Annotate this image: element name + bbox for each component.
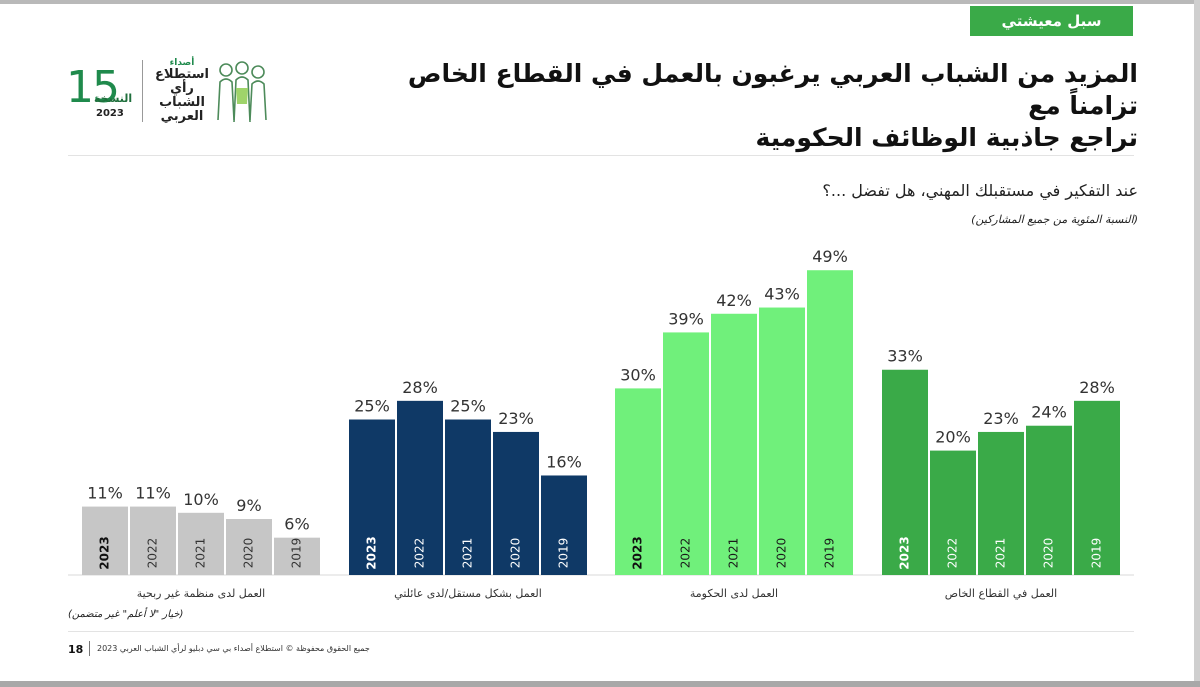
year-label: 2022 bbox=[413, 538, 427, 569]
section-tag: سبل معيشتي bbox=[970, 6, 1133, 36]
frame-right-border bbox=[1194, 0, 1200, 687]
year-label: 2020 bbox=[775, 538, 789, 569]
data-label: 16% bbox=[546, 452, 582, 471]
page-title: المزيد من الشباب العربي يرغبون بالعمل في… bbox=[378, 58, 1138, 154]
data-label: 39% bbox=[668, 309, 704, 328]
footnote: (خيار "لا أعلم" غير متضمن) bbox=[68, 609, 184, 620]
bar bbox=[541, 475, 587, 575]
data-label: 42% bbox=[716, 291, 752, 310]
bar-group: 33% 2023 20% 2022 23% 2021 24% 2020 28% 2019 العمل… bbox=[882, 347, 1120, 600]
data-label: 20% bbox=[935, 428, 971, 447]
group-label: العمل بشكل مستقل/لدى عائلتي bbox=[394, 587, 542, 600]
bar bbox=[711, 313, 757, 575]
year-label: 2021 bbox=[461, 538, 475, 569]
footer-divider bbox=[68, 631, 1134, 632]
year-label: 2019 bbox=[290, 538, 304, 569]
logo-separator bbox=[142, 60, 143, 122]
data-label: 10% bbox=[183, 490, 219, 509]
year-label: 2023 bbox=[631, 536, 645, 569]
bar bbox=[397, 400, 443, 575]
bar bbox=[1074, 400, 1120, 575]
group-label: العمل لدى منظمة غير ربحية bbox=[137, 587, 265, 600]
bar bbox=[493, 431, 539, 575]
base-note: (النسبة المئوية من جميع المشاركين) bbox=[971, 213, 1138, 226]
year-label: 2019 bbox=[823, 538, 837, 569]
data-label: 25% bbox=[450, 397, 486, 416]
chart-question: عند التفكير في مستقبلك المهني، هل تفضل .… bbox=[822, 181, 1138, 200]
year-label: 2021 bbox=[194, 538, 208, 569]
bar bbox=[82, 506, 128, 575]
year-label: 2019 bbox=[557, 538, 571, 569]
bar bbox=[663, 332, 709, 575]
survey-logo: 15 النسخة 2023 أصداء استطلاع رأي الشباب … bbox=[62, 56, 272, 128]
data-label: 33% bbox=[887, 347, 923, 366]
data-label: 30% bbox=[620, 365, 656, 384]
data-label: 9% bbox=[236, 496, 261, 515]
bar-group: 11% 2023 11% 2022 10% 2021 9% 2020 6% 2019 العمل ل… bbox=[82, 484, 320, 600]
year-label: 2020 bbox=[242, 538, 256, 569]
logo-number: 15 bbox=[66, 62, 120, 113]
logo-survey-line-3: رأي الشباب bbox=[159, 81, 205, 110]
data-label: 25% bbox=[354, 397, 390, 416]
bar bbox=[274, 537, 320, 575]
bar bbox=[130, 506, 176, 575]
logo-edition: النسخة bbox=[94, 92, 133, 105]
group-label: العمل في القطاع الخاص bbox=[945, 587, 1057, 600]
frame-bottom-border bbox=[0, 681, 1200, 687]
year-label: 2023 bbox=[365, 536, 379, 569]
frame-top-border bbox=[0, 0, 1200, 4]
title-line-1: المزيد من الشباب العربي يرغبون بالعمل في… bbox=[407, 59, 1138, 120]
data-label: 23% bbox=[983, 409, 1019, 428]
data-label: 28% bbox=[1079, 378, 1115, 397]
data-label: 6% bbox=[284, 515, 309, 534]
data-label: 49% bbox=[812, 247, 848, 266]
year-label: 2022 bbox=[146, 538, 160, 569]
group-label: العمل لدى الحكومة bbox=[690, 587, 778, 600]
year-label: 2020 bbox=[1042, 538, 1056, 569]
data-label: 43% bbox=[764, 285, 800, 304]
data-label: 11% bbox=[87, 484, 123, 503]
bar bbox=[226, 519, 272, 575]
logo-survey-line-4: العربي bbox=[160, 109, 204, 124]
logo-survey-name: أصداء استطلاع رأي الشباب العربي bbox=[150, 58, 214, 124]
bar bbox=[349, 419, 395, 575]
bar bbox=[445, 419, 491, 575]
year-label: 2020 bbox=[509, 538, 523, 569]
logo-survey-line-2: استطلاع bbox=[155, 67, 209, 82]
logo-figures-icon bbox=[217, 61, 267, 123]
year-label: 2022 bbox=[946, 538, 960, 569]
year-label: 2023 bbox=[898, 536, 912, 569]
year-label: 2021 bbox=[994, 538, 1008, 569]
year-label: 2021 bbox=[727, 538, 741, 569]
bar bbox=[807, 270, 853, 575]
year-label: 2023 bbox=[98, 536, 112, 569]
data-label: 11% bbox=[135, 484, 171, 503]
title-line-2: تراجع جاذبية الوظائف الحكومية bbox=[755, 123, 1138, 152]
logo-brand: أصداء bbox=[169, 58, 195, 68]
bar-group: 30% 2023 39% 2022 42% 2021 43% 2020 49% 2019 العمل… bbox=[615, 247, 853, 600]
data-label: 23% bbox=[498, 409, 534, 428]
bar bbox=[615, 388, 661, 575]
bar bbox=[930, 450, 976, 575]
data-label: 28% bbox=[402, 378, 438, 397]
logo-year: 2023 bbox=[96, 108, 124, 119]
data-label: 24% bbox=[1031, 403, 1067, 422]
bar-group: 25% 2023 28% 2022 25% 2021 23% 2020 16% 2019 العمل… bbox=[349, 378, 587, 600]
header-divider bbox=[68, 155, 1134, 156]
copyright-text: جميع الحقوق محفوظة © استطلاع أصداء بي سي… bbox=[97, 644, 370, 653]
page-number-separator bbox=[89, 641, 90, 656]
page-number: 18 bbox=[68, 643, 84, 656]
bar bbox=[759, 307, 805, 575]
year-label: 2019 bbox=[1090, 538, 1104, 569]
year-label: 2022 bbox=[679, 538, 693, 569]
bar bbox=[178, 512, 224, 575]
bar bbox=[882, 369, 928, 575]
bar bbox=[978, 431, 1024, 575]
bar bbox=[1026, 425, 1072, 575]
